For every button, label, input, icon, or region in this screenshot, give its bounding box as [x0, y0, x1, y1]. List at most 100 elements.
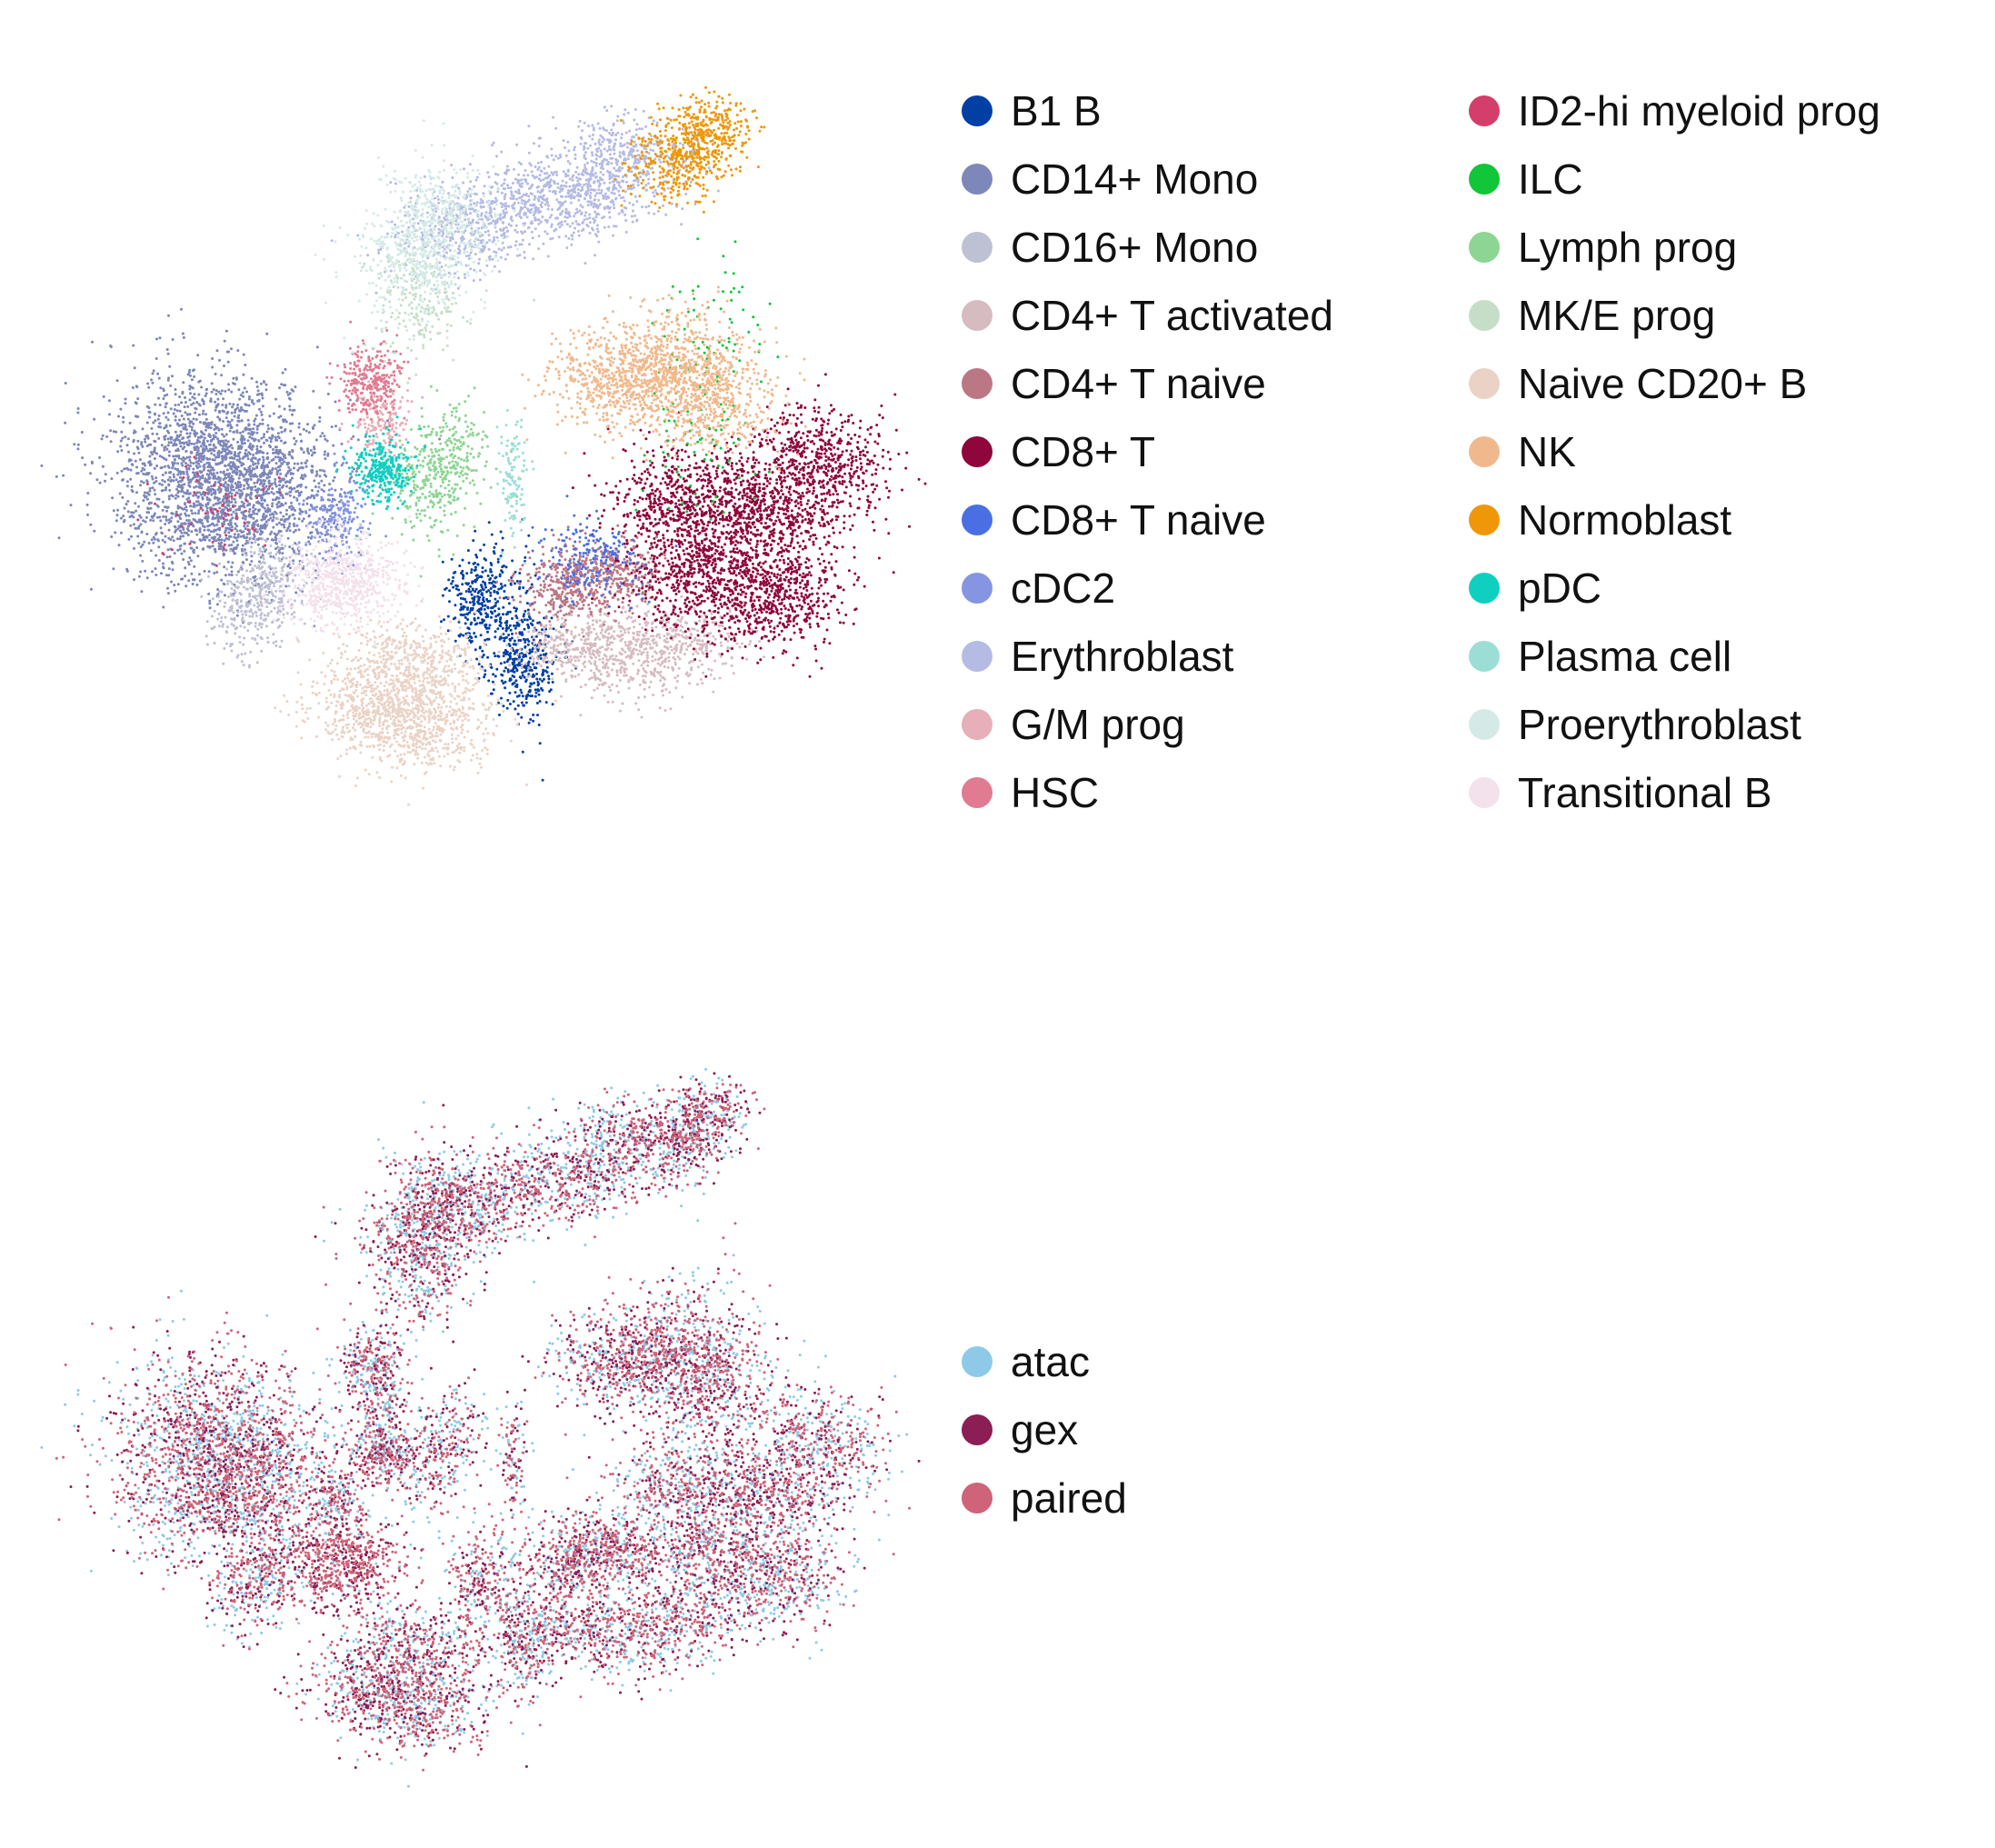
legend-label: cDC2 — [1011, 564, 1116, 612]
points-cd4-t-activated — [497, 573, 776, 719]
points-proerythroblast — [314, 119, 534, 355]
points-paired — [55, 1083, 911, 1772]
legend-item-b1-b: B1 B — [962, 76, 1469, 145]
legend-marker — [1469, 708, 1500, 740]
legend-marker — [962, 1482, 993, 1513]
legend-item-cd4-t-naive: CD4+ T naive — [962, 349, 1469, 417]
legend-label: CD4+ T activated — [1011, 291, 1333, 339]
legend-label: CD8+ T naive — [1011, 495, 1266, 544]
legend-item-normoblast: Normoblast — [1469, 485, 1941, 554]
legend-item-nk: NK — [1469, 417, 1941, 485]
legend-label: atac — [1011, 1337, 1090, 1385]
legend-marker — [962, 231, 993, 263]
series-id2-hi-myeloid-prog — [136, 455, 282, 567]
legend-marker — [962, 367, 993, 399]
legend-marker — [1469, 231, 1500, 263]
batch-umap-panel: atac gex paired — [0, 909, 1995, 1848]
legend-marker — [1469, 95, 1500, 126]
legend-marker — [962, 299, 993, 331]
legend-marker — [962, 708, 993, 740]
legend-label: ILC — [1518, 155, 1583, 203]
legend-item-transitional-b: Transitional B — [1469, 758, 1941, 826]
points-cd14-mono — [40, 307, 442, 628]
series-paired — [55, 1083, 911, 1772]
points-cd8-t — [571, 373, 927, 678]
legend-marker — [962, 572, 993, 604]
legend-marker — [962, 95, 993, 126]
legend-label: Transitional B — [1518, 768, 1772, 816]
series-normoblast — [613, 85, 766, 214]
legend-item-cd16-mono: CD16+ Mono — [962, 213, 1469, 281]
series-cd4-t-activated — [497, 573, 776, 719]
series-cd8-t-naive — [531, 494, 678, 610]
points-id2-hi-myeloid-prog — [136, 455, 282, 567]
legend-label: MK/E prog — [1518, 291, 1716, 339]
legend-label: B1 B — [1011, 86, 1102, 135]
points-nk — [521, 285, 807, 505]
legend-item-cd4-t-activated: CD4+ T activated — [962, 281, 1469, 349]
legend-item-lymph-prog: Lymph prog — [1469, 213, 1941, 281]
legend-marker — [962, 640, 993, 672]
legend-marker — [1469, 776, 1500, 808]
series-cd14-mono — [40, 307, 442, 628]
legend-label: CD4+ T naive — [1011, 359, 1266, 407]
legend-item-proerythroblast: Proerythroblast — [1469, 690, 1941, 758]
legend-item-naive-cd20-b: Naive CD20+ B — [1469, 349, 1941, 417]
legend-item-cd14-mono: CD14+ Mono — [962, 145, 1469, 213]
legend-label: Proerythroblast — [1518, 700, 1801, 748]
celltype-scatter-plot — [40, 85, 927, 806]
legend-marker — [1469, 299, 1500, 331]
legend-label: pDC — [1518, 564, 1602, 612]
celltype-legend: B1 B CD14+ Mono CD16+ Mono CD4+ T activated… — [962, 76, 1941, 826]
points-plasma-cell — [495, 408, 535, 564]
batch-legend: atac gex paired — [962, 1327, 1416, 1532]
points-hsc — [325, 320, 410, 445]
legend-item-erythroblast: Erythroblast — [962, 622, 1469, 690]
legend-marker — [1469, 367, 1500, 399]
legend-marker — [962, 776, 993, 808]
legend-label: CD14+ Mono — [1011, 155, 1259, 203]
legend-item-id2-hi-myeloid-prog: ID2-hi myeloid prog — [1469, 76, 1941, 145]
legend-marker — [962, 1345, 993, 1377]
legend-marker — [1469, 504, 1500, 535]
legend-label: CD8+ T — [1011, 427, 1155, 475]
legend-item-pdc: pDC — [1469, 554, 1941, 622]
batch-scatter-plot — [40, 1067, 921, 1788]
legend-item-cd8-t: CD8+ T — [962, 417, 1469, 485]
legend-item-paired: paired — [962, 1463, 1416, 1532]
points-gex — [69, 1072, 921, 1769]
legend-item-plasma-cell: Plasma cell — [1469, 622, 1941, 690]
legend-label: Lymph prog — [1518, 223, 1738, 271]
points-atac — [40, 1067, 909, 1788]
series-cd8-t — [571, 373, 927, 678]
legend-marker — [1469, 640, 1500, 672]
series-proerythroblast — [314, 119, 534, 355]
legend-marker — [1469, 163, 1500, 195]
points-transitional-b — [258, 494, 424, 646]
points-lymph-prog — [356, 385, 519, 578]
legend-label: Normoblast — [1518, 495, 1732, 544]
series-lymph-prog — [356, 385, 519, 578]
legend-item-gex: gex — [962, 1395, 1416, 1463]
series-cd16-mono — [200, 517, 323, 669]
legend-marker — [962, 504, 993, 535]
legend-label: Plasma cell — [1518, 632, 1732, 680]
legend-marker — [962, 435, 993, 467]
series-nk — [521, 285, 807, 505]
series-mk-e-prog — [361, 200, 536, 385]
points-cd16-mono — [200, 517, 323, 669]
legend-marker — [1469, 572, 1500, 604]
legend-item-g-m-prog: G/M prog — [962, 690, 1469, 758]
celltype-umap-panel: B1 B CD14+ Mono CD16+ Mono CD4+ T activated… — [0, 0, 1995, 909]
series-atac — [40, 1067, 909, 1788]
series-plasma-cell — [495, 408, 535, 564]
legend-item-cd8-t-naive: CD8+ T naive — [962, 485, 1469, 554]
legend-item-atac: atac — [962, 1327, 1416, 1395]
series-transitional-b — [258, 494, 424, 646]
points-mk-e-prog — [361, 200, 536, 385]
legend-label: Naive CD20+ B — [1518, 359, 1808, 407]
points-normoblast — [613, 85, 766, 214]
legend-label: CD16+ Mono — [1011, 223, 1259, 271]
legend-marker — [1469, 435, 1500, 467]
legend-label: gex — [1011, 1405, 1079, 1453]
